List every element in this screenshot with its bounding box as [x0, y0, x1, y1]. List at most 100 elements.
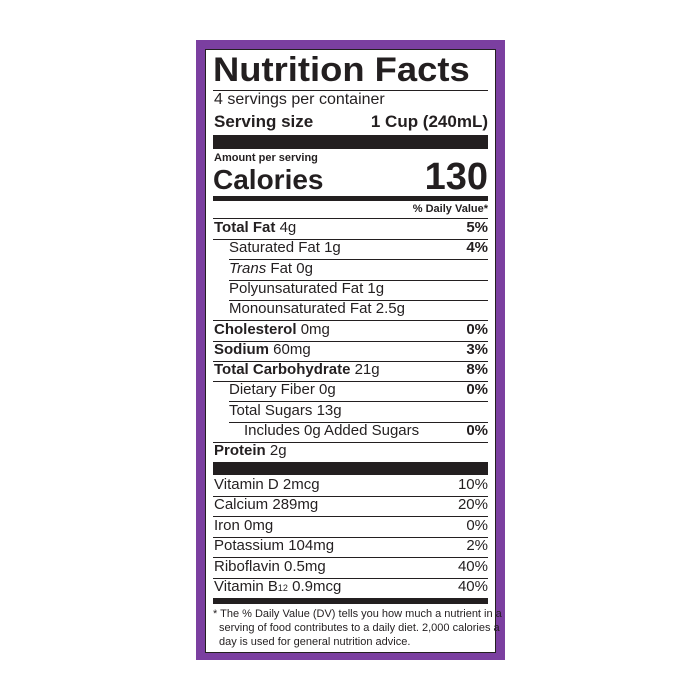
nutrient-row: Trans Fat 0g — [229, 260, 313, 277]
vitamin-dv: 40% — [457, 578, 488, 595]
nutrient-name: Total Fat — [214, 219, 276, 236]
nutrient-name: Saturated Fat — [229, 239, 320, 257]
nutrient-amount: 0g — [319, 381, 336, 399]
amount-per-serving: Amount per serving — [214, 152, 318, 164]
vitamin-dv: 10% — [457, 476, 488, 493]
rule — [213, 577, 488, 579]
rule — [213, 381, 488, 383]
footnote-line: day is used for general nutrition advice… — [219, 636, 411, 648]
nutrient-row: Dietary Fiber 0g — [229, 381, 336, 398]
nutrient-name: Dietary Fiber — [229, 381, 315, 399]
vitamin-dv: 40% — [457, 557, 488, 575]
nutrient-row: Polyunsaturated Fat 1g — [229, 280, 384, 297]
nutrient-dv: 5% — [466, 219, 488, 236]
vitamin-amount: 2mcg — [282, 476, 320, 493]
nutrient-name: Includes 0g Added Sugars — [244, 422, 420, 439]
vitamin-row: Calcium 289mg — [214, 496, 318, 513]
nutrient-row: Includes 0g Added Sugars — [244, 422, 419, 439]
vitamin-row: Riboflavin 0.5mg — [214, 558, 326, 575]
rule — [229, 299, 488, 301]
vitamin-dv: 0% — [466, 516, 488, 534]
rule — [213, 320, 488, 322]
vitamin-row: Vitamin B12 0.9mcg — [214, 578, 341, 595]
nutrient-name-italic: Trans — [229, 259, 267, 277]
servings: 4 servings per container — [214, 91, 385, 108]
nutrient-amount: 4g — [279, 219, 297, 236]
nutrient-row: Sodium 60mg — [214, 341, 311, 358]
thick-rule — [213, 135, 488, 149]
label-panel — [205, 49, 496, 653]
medium-rule — [213, 196, 488, 201]
serving-size-value: 1 Cup (240mL) — [370, 112, 488, 131]
nutrient-row: Total Fat 4g — [214, 219, 296, 236]
nutrient-amount: 2g — [269, 442, 287, 460]
nutrient-row: Monounsaturated Fat 2.5g — [229, 300, 405, 317]
nutrient-dv: 4% — [466, 239, 488, 257]
vitamin-name: Calcium — [214, 496, 269, 514]
nutrient-amount: 2.5g — [375, 300, 405, 318]
rule — [213, 516, 488, 518]
rule — [213, 557, 488, 559]
nutrient-dv: 0% — [466, 320, 488, 338]
nutrient-dv: 3% — [466, 340, 488, 358]
rule — [213, 496, 488, 497]
nutrient-name: Monounsaturated Fat — [229, 300, 372, 318]
rule — [229, 279, 488, 281]
nutrient-amount: 1g — [324, 239, 341, 257]
vitamin-amount: 0.9mcg — [292, 578, 342, 595]
vitamin-amount: 0mg — [244, 516, 274, 534]
rule — [213, 340, 488, 342]
nutrient-amount: 13g — [316, 401, 342, 419]
rule — [213, 442, 488, 443]
nutrient-amount: 60mg — [273, 340, 311, 358]
rule — [213, 239, 488, 240]
vitamin-name: Vitamin D — [214, 476, 279, 493]
nutrient-amount: 21g — [354, 361, 380, 379]
vitamin-amount: 289mg — [272, 496, 319, 514]
nutrient-row: Protein 2g — [214, 442, 287, 459]
nutrient-dv: 8% — [466, 361, 488, 379]
nutrient-name: Sodium — [214, 340, 269, 358]
vitamin-subscript: 12 — [277, 583, 288, 593]
vitamin-row: Potassium 104mg — [214, 537, 334, 554]
rule — [229, 421, 488, 423]
title: Nutrition Facts — [213, 51, 470, 89]
nutrient-row: Total Carbohydrate 21g — [214, 361, 380, 378]
nutrient-row: Total Sugars 13g — [229, 402, 342, 419]
calories-value: 130 — [424, 156, 488, 198]
nutrient-name: Cholesterol — [214, 320, 297, 338]
rule — [213, 360, 488, 362]
vitamin-row: Iron 0mg — [214, 517, 273, 534]
rule — [229, 401, 488, 403]
rule — [213, 90, 488, 91]
rule — [229, 259, 488, 261]
nutrient-name: Protein — [214, 442, 266, 460]
nutrient-name: Total Sugars — [229, 401, 313, 419]
nutrient-dv: 0% — [466, 381, 488, 399]
vitamin-name: Riboflavin — [214, 557, 280, 575]
vitamin-name: Iron — [214, 516, 240, 534]
nutrient-amount: 0mg — [300, 320, 330, 338]
medium-rule — [213, 598, 488, 604]
thick-rule — [213, 462, 488, 475]
nutrient-amount: 1g — [367, 279, 385, 297]
serving-size-label: Serving size — [214, 112, 314, 131]
nutrient-row: Cholesterol 0mg — [214, 321, 330, 338]
rule — [213, 218, 488, 219]
nutrient-name: Total Carbohydrate — [214, 361, 351, 379]
vitamin-amount: 0.5mg — [284, 557, 326, 575]
nutrient-name: Polyunsaturated Fat — [229, 279, 364, 297]
vitamin-dv: 20% — [457, 496, 488, 514]
footnote-line: * The % Daily Value (DV) tells you how m… — [213, 608, 502, 620]
vitamin-name: Vitamin B — [214, 578, 278, 595]
rule — [213, 536, 488, 538]
nutrient-amount: 0g — [296, 259, 313, 277]
nutrient-dv: 0% — [466, 422, 488, 439]
footnote-line: serving of food contributes to a daily d… — [219, 622, 500, 634]
daily-value-header: % Daily Value* — [412, 203, 488, 215]
vitamin-amount: 104mg — [288, 537, 335, 555]
nutrient-row: Saturated Fat 1g — [229, 239, 341, 256]
calories-label: Calories — [213, 164, 324, 195]
vitamin-row: Vitamin D 2mcg — [214, 476, 320, 493]
